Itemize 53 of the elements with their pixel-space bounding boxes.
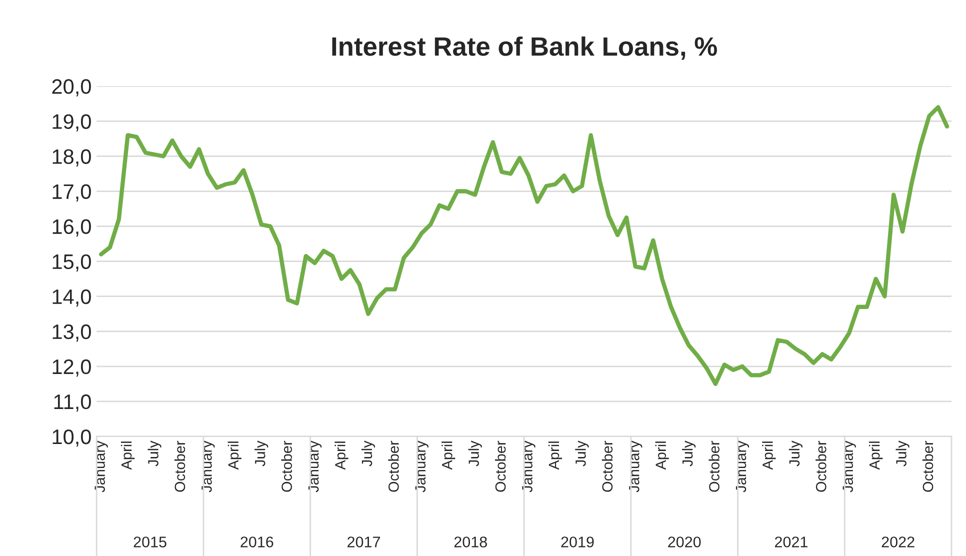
y-tick-label: 14,0	[52, 289, 91, 307]
x-tick-label: April	[120, 442, 135, 470]
x-tick-label: October	[388, 440, 399, 492]
y-tick-label: 18,0	[52, 149, 91, 166]
x-tick-label: April	[334, 442, 348, 470]
x-tick-label: July	[682, 440, 696, 466]
x-tick-label: October	[602, 440, 613, 492]
x-tick-label: April	[228, 442, 242, 470]
x-tick-label: October	[922, 440, 934, 492]
y-tick-label: 15,0	[52, 254, 91, 272]
x-tick-label: April	[655, 442, 669, 470]
x-tick-label: July	[575, 440, 589, 466]
y-tick-label: 19,0	[52, 114, 91, 132]
text: 2019	[561, 536, 594, 548]
y-tick-label: 17,0	[52, 184, 91, 202]
x-tick-label: January	[202, 440, 215, 492]
text: 2020	[668, 536, 701, 548]
x-tick-label: January	[842, 440, 856, 492]
x-tick-label: April	[548, 442, 562, 470]
text: 2022	[882, 536, 914, 548]
text: 2021	[774, 536, 808, 548]
x-tick-label: October	[708, 440, 720, 492]
x-tick-label: July	[468, 440, 482, 466]
x-tick-label: April	[869, 442, 883, 470]
text: 2018	[454, 536, 487, 548]
x-tick-label: January	[522, 440, 536, 492]
x-tick-label: April	[762, 442, 776, 470]
y-tick-label: 13,0	[52, 324, 91, 342]
x-tick-label: October	[281, 440, 292, 492]
x-tick-label: January	[415, 440, 428, 492]
line-series	[98, 105, 950, 386]
x-tick-label: January	[629, 440, 642, 492]
x-tick-label: October	[174, 440, 186, 492]
x-tick-label: October	[816, 440, 826, 492]
text: 2017	[348, 536, 380, 548]
y-tick-label: 12,0	[52, 359, 91, 377]
x-tick-label: July	[896, 440, 910, 466]
x-tick-label: July	[254, 440, 268, 466]
x-tick-label: July	[788, 440, 802, 466]
x-tick-label: January	[94, 440, 108, 492]
text: 2015	[134, 536, 166, 548]
x-tick-label: April	[442, 442, 456, 470]
y-tick-label: 11,0	[54, 394, 91, 412]
x-tick-label: January	[736, 440, 750, 492]
x-tick-label: October	[494, 440, 506, 492]
text: 2016	[240, 536, 274, 548]
y-tick-label: 20,0	[52, 79, 91, 96]
x-tick-label: July	[361, 440, 376, 466]
y-tick-label: 10,0	[52, 429, 91, 447]
chart-title: Interest Rate of Bank Loans, %	[332, 36, 717, 60]
y-tick-label: 16,0	[52, 219, 91, 237]
x-tick-label: January	[308, 440, 322, 492]
x-tick-label: July	[148, 440, 162, 466]
